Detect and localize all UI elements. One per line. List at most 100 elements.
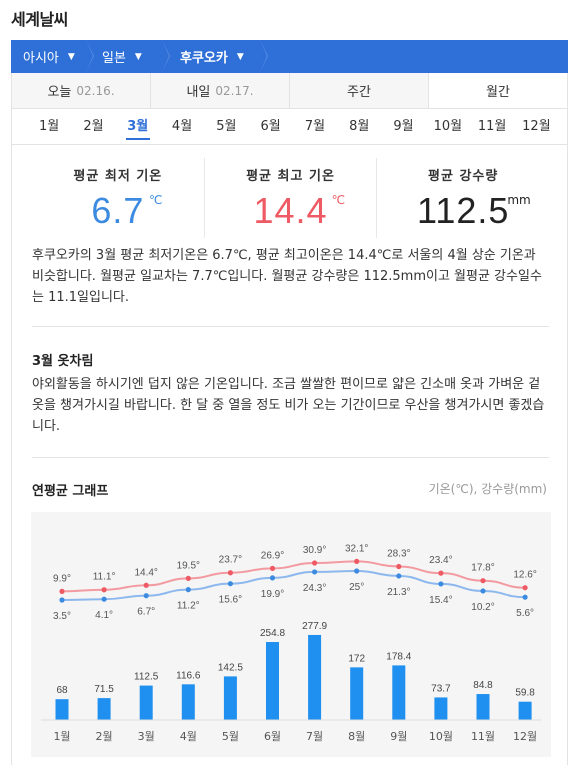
rain-label: 116.6 — [176, 670, 201, 681]
breadcrumb-item-japan[interactable]: 일본 ▼ — [86, 40, 170, 73]
max-temp-label: 23.4° — [429, 555, 452, 566]
min-temp-line — [61, 569, 526, 601]
month-tab-7[interactable]: 7월 — [304, 119, 326, 134]
max-temp-label: 19.5° — [177, 560, 200, 571]
breadcrumb-label: 일본 — [102, 51, 126, 66]
month-tick-label: 11월 — [471, 730, 495, 743]
max-temp-label: 28.3° — [387, 549, 410, 560]
min-temp-point — [438, 581, 444, 587]
min-temp-point — [269, 575, 276, 581]
month-tab-8[interactable]: 8월 — [349, 119, 370, 134]
rain-bar — [97, 698, 111, 720]
stat-rainfall: 평균 강수량 112.5 mm — [376, 158, 549, 238]
min-temp-label: 25° — [349, 582, 364, 593]
min-temp-label: 6.7° — [137, 607, 155, 618]
month-tick-label: 12월 — [513, 730, 537, 743]
rain-bar — [476, 694, 490, 720]
rain-bar — [266, 642, 279, 720]
month-tick-label: 5월 — [222, 730, 239, 743]
tab-date: 02.16. — [76, 83, 115, 98]
stat-label: 평균 강수량 — [428, 169, 499, 184]
tab-tomorrow[interactable]: 내일 02.17. — [151, 73, 290, 108]
divider — [32, 326, 549, 327]
month-tick-label: 1월 — [53, 730, 70, 743]
stat-value: 14.4 — [253, 190, 328, 231]
breadcrumb: 아시아 ▼ 일본 ▼ 후쿠오카 ▼ — [11, 40, 568, 73]
max-temp-point — [59, 588, 65, 594]
tab-monthly[interactable]: 월간 — [429, 73, 567, 108]
tab-weekly[interactable]: 주간 — [290, 73, 429, 108]
min-temp-point — [522, 594, 528, 600]
month-tick-label: 4월 — [180, 730, 197, 743]
min-temp-label: 24.3° — [303, 583, 326, 594]
month-tab-10[interactable]: 10월 — [433, 119, 463, 134]
max-temp-label: 11.1° — [93, 572, 116, 583]
max-temp-label: 17.8° — [471, 563, 494, 574]
min-temp-label: 5.6° — [516, 608, 534, 619]
month-tab-12[interactable]: 12월 — [522, 119, 551, 134]
month-tab-3[interactable]: 3월 — [116, 109, 160, 144]
month-tick-label: 3월 — [138, 730, 155, 743]
rain-label: 84.8 — [473, 680, 493, 691]
max-temp-line — [61, 560, 526, 593]
tab-today[interactable]: 오늘 02.16. — [12, 73, 151, 108]
clothing-text: 야외활동을 하시기엔 덥지 않은 기온입니다. 조금 쌀쌀한 편이므로 얇은 긴… — [32, 377, 545, 434]
rain-bar — [518, 701, 532, 720]
page-title: 세계날씨 — [11, 10, 68, 29]
month-tab-6[interactable]: 6월 — [260, 119, 281, 134]
stat-label: 평균 최고 기온 — [246, 169, 335, 184]
rain-bar — [308, 634, 322, 720]
month-tab-9[interactable]: 9월 — [393, 119, 414, 134]
rain-bar — [139, 685, 153, 720]
annual-chart-svg: 9.9° 3.5° 68 1월 11.1° 4.1° 71.5 2월 14.4° 6.7° 112.… — [41, 543, 541, 743]
min-temp-point — [185, 587, 191, 593]
divider — [32, 457, 549, 458]
month-tab-5[interactable]: 5월 — [216, 119, 237, 134]
rain-bar — [392, 665, 406, 720]
max-temp-point — [522, 585, 528, 591]
stat-label: 평균 최저 기온 — [73, 169, 163, 184]
climate-description: 후쿠오카의 3월 평균 최저기온은 6.7℃, 평균 최고이온은 14.4℃로 … — [32, 248, 542, 305]
min-temp-point — [227, 581, 233, 587]
month-tab-1[interactable]: 1월 — [39, 119, 60, 134]
stat-max-temp: 평균 최고 기온 14.4 ℃ — [203, 158, 377, 238]
month-tick-label: 8월 — [348, 730, 365, 743]
max-temp-point — [354, 558, 360, 564]
breadcrumb-item-fukuoka[interactable]: 후쿠오카 ▼ — [162, 40, 268, 73]
breadcrumb-item-asia[interactable]: 아시아 ▼ — [11, 40, 94, 73]
max-temp-label: 32.1° — [345, 543, 368, 554]
rain-label: 254.8 — [260, 628, 285, 639]
min-temp-point — [354, 568, 360, 574]
max-temp-point — [396, 563, 402, 570]
min-temp-label: 3.5° — [53, 611, 71, 622]
rain-label: 172 — [348, 653, 365, 664]
rain-label: 68 — [56, 685, 68, 696]
rain-bar — [181, 684, 195, 720]
rain-label: 59.8 — [515, 688, 535, 699]
day-tabs: 오늘 02.16. 내일 02.17. 주간 월간 — [11, 73, 568, 109]
max-temp-point — [143, 582, 149, 588]
rain-label: 73.7 — [431, 683, 451, 694]
caret-down-icon: ▼ — [236, 51, 244, 62]
month-tab-4[interactable]: 4월 — [171, 119, 193, 134]
month-tick-label: 6월 — [264, 730, 281, 743]
min-temp-label: 15.4° — [429, 595, 452, 606]
caret-down-icon: ▼ — [67, 51, 75, 62]
max-temp-point — [185, 575, 191, 581]
breadcrumb-label: 아시아 — [23, 51, 59, 66]
tab-date: 02.17. — [215, 83, 254, 98]
month-tab-2[interactable]: 2월 — [83, 119, 104, 134]
tab-label: 내일 — [186, 85, 211, 100]
max-temp-label: 30.9° — [303, 545, 326, 556]
graph-unit-note: 기온(℃), 강수량(mm) — [428, 482, 547, 496]
tab-label: 월간 — [486, 85, 510, 100]
max-temp-point — [438, 570, 444, 576]
month-tick-label: 9월 — [390, 730, 407, 743]
tab-label: 주간 — [347, 85, 371, 100]
max-temp-point — [227, 570, 233, 576]
month-tab-11[interactable]: 11월 — [477, 119, 507, 134]
min-temp-point — [480, 588, 486, 594]
max-temp-label: 9.9° — [53, 573, 71, 584]
max-temp-label: 26.9° — [261, 550, 284, 561]
min-temp-label: 15.6° — [219, 595, 242, 606]
